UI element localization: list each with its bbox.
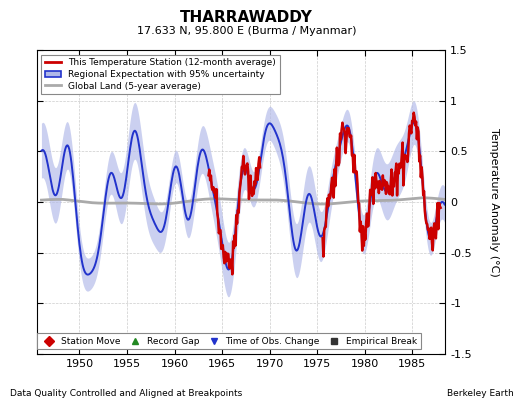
Text: 17.633 N, 95.800 E (Burma / Myanmar): 17.633 N, 95.800 E (Burma / Myanmar): [137, 26, 356, 36]
Text: Data Quality Controlled and Aligned at Breakpoints: Data Quality Controlled and Aligned at B…: [10, 389, 243, 398]
Text: Berkeley Earth: Berkeley Earth: [447, 389, 514, 398]
Legend: Station Move, Record Gap, Time of Obs. Change, Empirical Break: Station Move, Record Gap, Time of Obs. C…: [37, 333, 421, 350]
Y-axis label: Temperature Anomaly (°C): Temperature Anomaly (°C): [488, 128, 498, 276]
Text: THARRAWADDY: THARRAWADDY: [180, 10, 313, 25]
